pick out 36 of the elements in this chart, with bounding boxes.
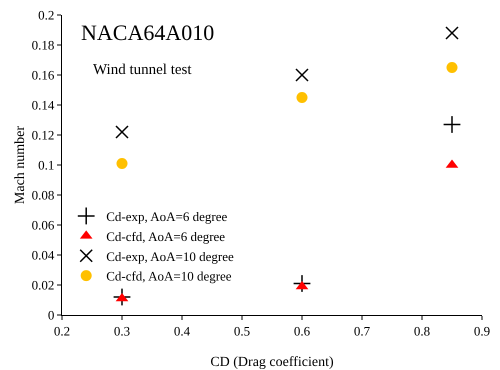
legend-label: Cd-cfd, AoA=10 degree <box>106 268 232 284</box>
y-tick-label: 0 <box>48 308 54 323</box>
x-tick-label: 0.9 <box>474 324 490 339</box>
x-tick-label: 0.4 <box>174 324 191 339</box>
point <box>446 62 458 73</box>
legend-label: Cd-exp, AoA=10 degree <box>106 248 234 264</box>
legend-label: Cd-cfd, AoA=6 degree <box>106 228 226 244</box>
point <box>296 92 308 103</box>
point <box>116 158 128 169</box>
point <box>442 115 462 134</box>
chart-title: NACA64A010 <box>81 20 214 45</box>
y-tick-label: 0.06 <box>32 218 55 233</box>
x-tick-label: 0.3 <box>114 324 130 339</box>
y-tick-label: 0.2 <box>38 8 54 23</box>
point <box>292 274 312 293</box>
x-tick-label: 0.8 <box>414 324 430 339</box>
x-tick-label: 0.2 <box>54 324 70 339</box>
y-tick-label: 0.14 <box>32 98 55 113</box>
y-tick-label: 0.16 <box>32 68 55 83</box>
y-axis-title: Mach number <box>13 126 28 204</box>
point <box>445 26 459 40</box>
y-tick-label: 0.04 <box>32 248 55 263</box>
x-tick-label: 0.5 <box>234 324 250 339</box>
legend-label: Cd-exp, AoA=6 degree <box>106 209 228 224</box>
y-tick-label: 0.18 <box>32 38 54 53</box>
y-tick-label: 0.1 <box>38 158 54 173</box>
x-axis-title: CD (Drag coefficient) <box>210 355 334 370</box>
y-tick-label: 0.12 <box>32 128 54 143</box>
x-tick-label: 0.6 <box>294 324 311 339</box>
y-tick-label: 0.08 <box>32 188 54 203</box>
x-tick-label: 0.7 <box>354 324 371 339</box>
y-tick-label: 0.02 <box>32 278 54 293</box>
point <box>295 68 309 82</box>
annotation: Wind tunnel test <box>93 62 192 78</box>
point <box>115 125 129 139</box>
point <box>112 288 132 306</box>
